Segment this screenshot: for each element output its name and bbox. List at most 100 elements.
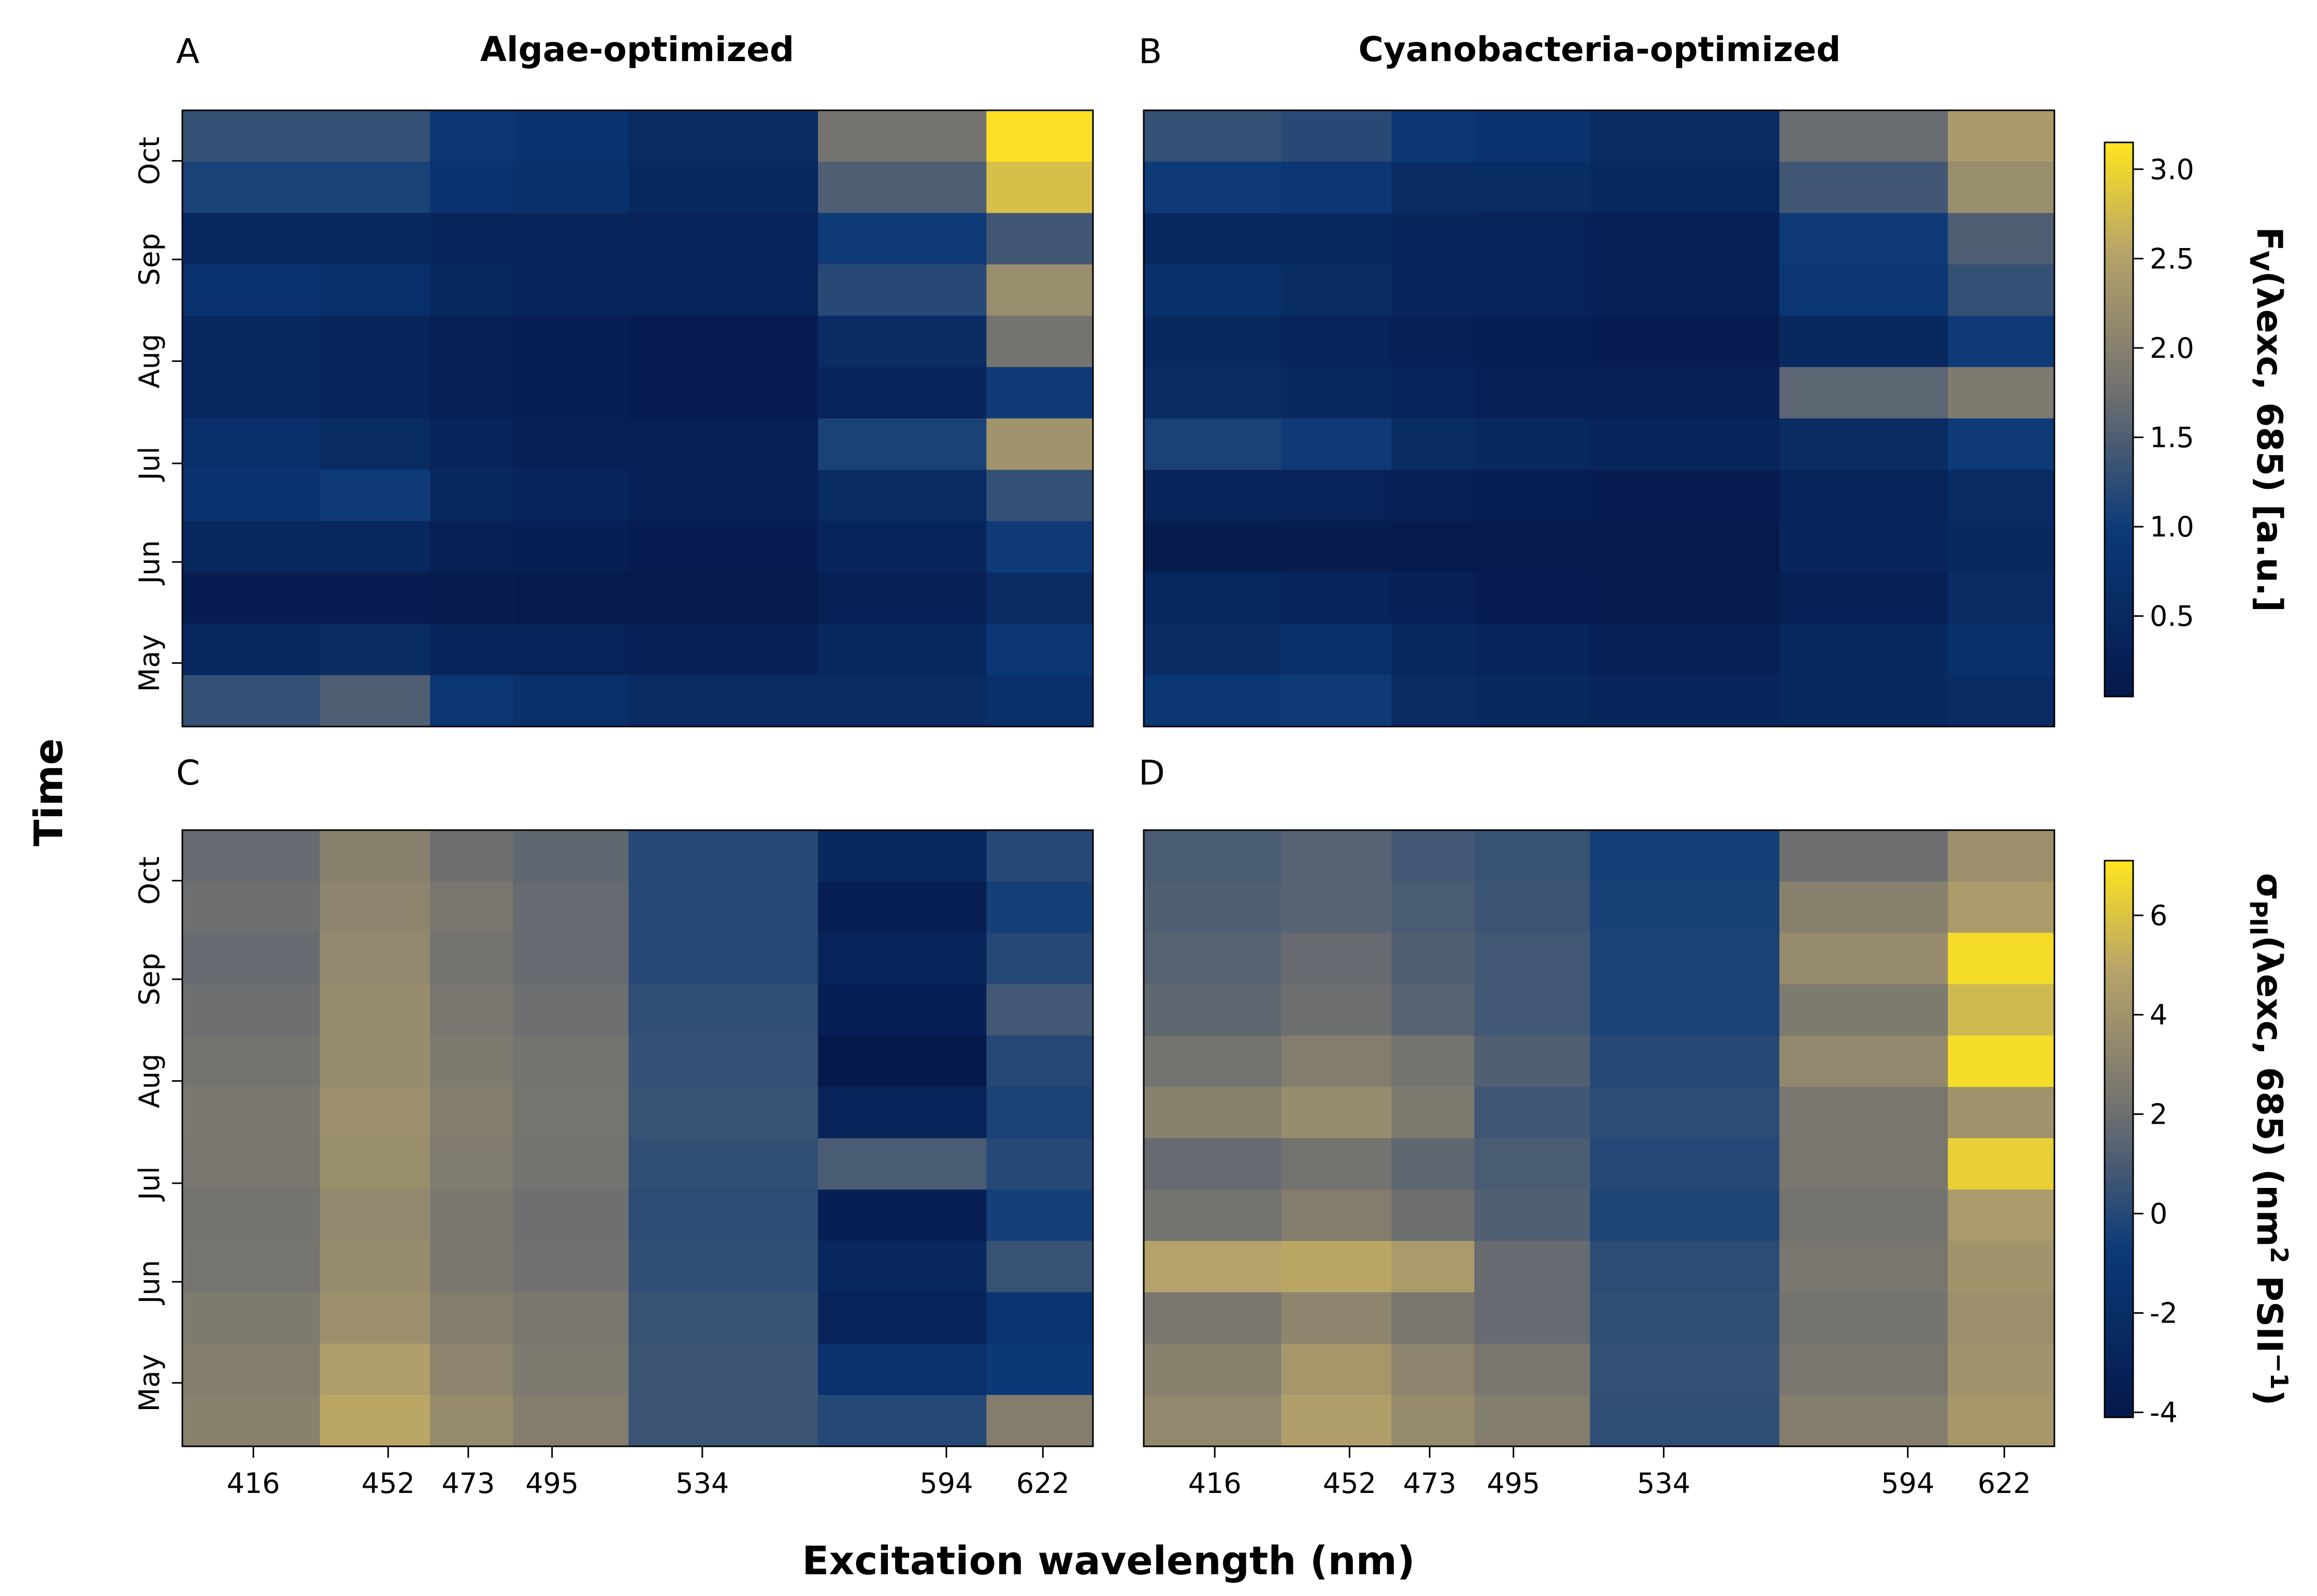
heatmap-cell bbox=[1391, 572, 1475, 625]
y-tick-label: May bbox=[133, 1354, 166, 1412]
x-tick-label: 534 bbox=[675, 1467, 729, 1500]
heatmap-cell bbox=[430, 418, 513, 470]
y-tick-label: Jun bbox=[133, 540, 166, 585]
heatmap-cell bbox=[1391, 162, 1475, 213]
heatmap-cell bbox=[986, 1395, 1093, 1447]
heatmap-cell bbox=[818, 110, 987, 162]
heatmap-cell bbox=[430, 1035, 513, 1087]
heatmap-cell bbox=[1590, 1035, 1780, 1087]
heatmap-cell bbox=[1281, 1086, 1392, 1139]
heatmap-cell bbox=[430, 623, 513, 676]
heatmap-cell bbox=[1779, 984, 1948, 1036]
heatmap-cell bbox=[1474, 1395, 1591, 1447]
heatmap-cell bbox=[1590, 572, 1780, 625]
heatmap-cell bbox=[1779, 418, 1948, 470]
heatmap-cell bbox=[1779, 1241, 1948, 1293]
heatmap-cell bbox=[182, 933, 321, 985]
heatmap-cell bbox=[1391, 1035, 1475, 1087]
y-tick-label: Jun bbox=[133, 1260, 166, 1305]
x-axis-title: Excitation wavelength (nm) bbox=[802, 1537, 1415, 1584]
heatmap-cell bbox=[1948, 418, 2055, 470]
heatmap-cell bbox=[320, 213, 430, 265]
heatmap-cell bbox=[1144, 1241, 1282, 1293]
heatmap-cell bbox=[628, 1292, 818, 1344]
heatmap-cell bbox=[430, 881, 513, 933]
heatmap-cell bbox=[1144, 1035, 1282, 1087]
heatmap-cell bbox=[818, 933, 987, 985]
heatmap-cell bbox=[430, 984, 513, 1036]
heatmap-cell bbox=[1144, 1086, 1282, 1139]
x-tick-label: 594 bbox=[1881, 1467, 1934, 1500]
heatmap-cell bbox=[818, 264, 987, 316]
heatmap-panel-c: Oct Sep Aug Jul Jun May 416 452 473 495 534 594 622 bbox=[133, 829, 1094, 1500]
heatmap-cell bbox=[628, 984, 818, 1036]
sigma-title-main: σ bbox=[2249, 873, 2290, 901]
heatmap-cell bbox=[182, 1343, 321, 1396]
heatmap-cell bbox=[628, 521, 818, 573]
heatmap-cell bbox=[628, 881, 818, 933]
heatmap-cell bbox=[628, 315, 818, 368]
heatmap-cell bbox=[1281, 881, 1392, 933]
heatmap-cell bbox=[1948, 367, 2055, 419]
heatmap-cell bbox=[1391, 367, 1475, 419]
heatmap-panel-d: 416 452 473 495 534 594 622 bbox=[1143, 829, 2055, 1500]
heatmap-cell bbox=[986, 264, 1093, 316]
heatmap-cell bbox=[320, 162, 430, 213]
heatmap-cell bbox=[1144, 1395, 1282, 1447]
heatmap-cell bbox=[182, 367, 321, 419]
heatmap-cell bbox=[1474, 1086, 1591, 1139]
heatmap-cell bbox=[1281, 1138, 1392, 1190]
heatmap-cell bbox=[1948, 1241, 2055, 1293]
heatmap-cell bbox=[513, 367, 629, 419]
heatmap-cell bbox=[628, 675, 818, 727]
heatmap-cell bbox=[1948, 1292, 2055, 1344]
heatmap-cell bbox=[1474, 213, 1591, 265]
heatmap-cell bbox=[513, 675, 629, 727]
heatmap-cell bbox=[818, 1343, 987, 1396]
heatmap-cell bbox=[1281, 675, 1392, 727]
heatmap-cell bbox=[1474, 470, 1591, 521]
heatmap-cell bbox=[1590, 933, 1780, 985]
heatmap-cell bbox=[818, 1292, 987, 1344]
heatmap-cell bbox=[1144, 162, 1282, 213]
heatmap-cell bbox=[628, 367, 818, 419]
heatmap-cell bbox=[1281, 418, 1392, 470]
heatmap-cell bbox=[1590, 213, 1780, 265]
heatmap-cell bbox=[628, 830, 818, 882]
heatmap-cell bbox=[1474, 1035, 1591, 1087]
heatmap-cell bbox=[1590, 675, 1780, 727]
heatmap-cell bbox=[1144, 1138, 1282, 1190]
heatmap-cell bbox=[1948, 1189, 2055, 1241]
heatmap-panel-b bbox=[1143, 109, 2055, 728]
heatmap-cell bbox=[818, 1035, 987, 1087]
heatmap-cell bbox=[1779, 264, 1948, 316]
heatmap-cell bbox=[1948, 1343, 2055, 1396]
colorbar-tick-label: -2 bbox=[2150, 1297, 2178, 1329]
heatmap-cell bbox=[1779, 933, 1948, 985]
heatmap-cell bbox=[1144, 418, 1282, 470]
heatmap-cell bbox=[1281, 110, 1392, 162]
heatmap-cell bbox=[1144, 572, 1282, 625]
heatmap-cell bbox=[182, 521, 321, 573]
heatmap-cell bbox=[1144, 470, 1282, 521]
heatmap-cell bbox=[182, 881, 321, 933]
heatmap-cell bbox=[513, 162, 629, 213]
heatmap-cell bbox=[818, 623, 987, 676]
heatmap-cell bbox=[1779, 1343, 1948, 1396]
heatmap-cell bbox=[320, 1189, 430, 1241]
heatmap-cell bbox=[1281, 1241, 1392, 1293]
heatmap-cell bbox=[818, 315, 987, 368]
heatmap-cell bbox=[430, 675, 513, 727]
heatmap-cell bbox=[320, 367, 430, 419]
heatmap-cell bbox=[1391, 830, 1475, 882]
heatmap-cell bbox=[430, 1292, 513, 1344]
heatmap-cell bbox=[430, 933, 513, 985]
heatmap-cell bbox=[986, 213, 1093, 265]
heatmap-cell bbox=[1779, 881, 1948, 933]
heatmap-cell bbox=[513, 1292, 629, 1344]
heatmap-cell bbox=[1948, 1035, 2055, 1087]
heatmap-cell bbox=[1779, 623, 1948, 676]
heatmap-cell bbox=[986, 418, 1093, 470]
heatmap-cell bbox=[1948, 933, 2055, 985]
heatmap-cell bbox=[1948, 264, 2055, 316]
